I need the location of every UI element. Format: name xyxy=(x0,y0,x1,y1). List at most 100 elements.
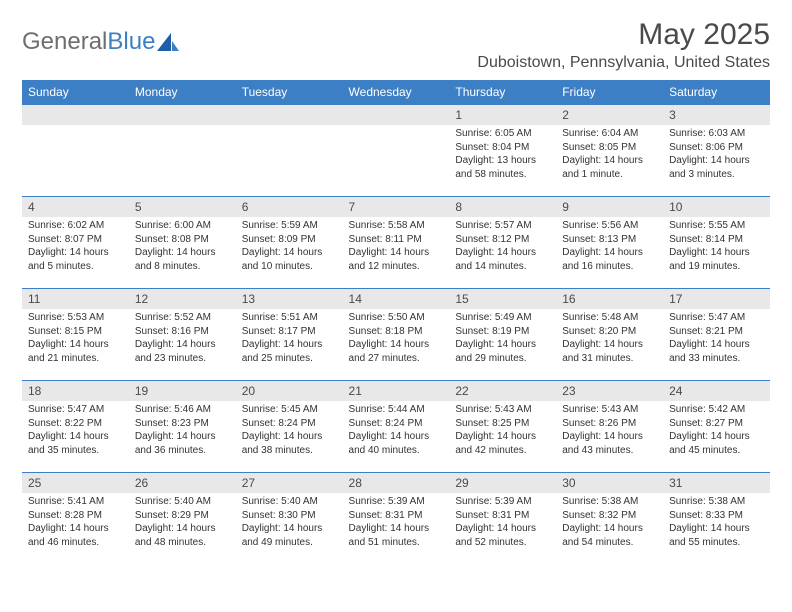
cell-details: Sunrise: 5:43 AMSunset: 8:25 PMDaylight:… xyxy=(449,401,556,461)
daylight-text: Daylight: 14 hours and 51 minutes. xyxy=(349,522,444,549)
sunrise-text: Sunrise: 5:38 AM xyxy=(669,495,764,509)
day-number: 28 xyxy=(343,473,450,493)
cell-details: Sunrise: 5:49 AMSunset: 8:19 PMDaylight:… xyxy=(449,309,556,369)
calendar-table: Sunday Monday Tuesday Wednesday Thursday… xyxy=(22,80,770,565)
day-number: 11 xyxy=(22,289,129,309)
daylight-text: Daylight: 14 hours and 49 minutes. xyxy=(242,522,337,549)
cell-details: Sunrise: 6:05 AMSunset: 8:04 PMDaylight:… xyxy=(449,125,556,185)
day-number: 29 xyxy=(449,473,556,493)
calendar-cell: 11Sunrise: 5:53 AMSunset: 8:15 PMDayligh… xyxy=(22,289,129,381)
calendar-cell: 24Sunrise: 5:42 AMSunset: 8:27 PMDayligh… xyxy=(663,381,770,473)
day-number xyxy=(22,105,129,125)
logo-text-general: General xyxy=(22,28,107,56)
daylight-text: Daylight: 14 hours and 54 minutes. xyxy=(562,522,657,549)
daylight-text: Daylight: 14 hours and 55 minutes. xyxy=(669,522,764,549)
calendar-cell: 9Sunrise: 5:56 AMSunset: 8:13 PMDaylight… xyxy=(556,197,663,289)
cell-details: Sunrise: 5:38 AMSunset: 8:33 PMDaylight:… xyxy=(663,493,770,553)
daylight-text: Daylight: 14 hours and 8 minutes. xyxy=(135,246,230,273)
daylight-text: Daylight: 14 hours and 10 minutes. xyxy=(242,246,337,273)
day-number: 15 xyxy=(449,289,556,309)
day-number xyxy=(129,105,236,125)
cell-details: Sunrise: 5:46 AMSunset: 8:23 PMDaylight:… xyxy=(129,401,236,461)
cell-details: Sunrise: 5:56 AMSunset: 8:13 PMDaylight:… xyxy=(556,217,663,277)
day-number: 2 xyxy=(556,105,663,125)
daylight-text: Daylight: 14 hours and 38 minutes. xyxy=(242,430,337,457)
sunset-text: Sunset: 8:26 PM xyxy=(562,417,657,431)
logo: GeneralBlue xyxy=(22,18,179,56)
daylight-text: Daylight: 14 hours and 16 minutes. xyxy=(562,246,657,273)
sunrise-text: Sunrise: 5:43 AM xyxy=(455,403,550,417)
day-number xyxy=(343,105,450,125)
day-number: 8 xyxy=(449,197,556,217)
day-number: 9 xyxy=(556,197,663,217)
calendar-cell xyxy=(236,105,343,197)
day-number: 24 xyxy=(663,381,770,401)
cell-details: Sunrise: 5:47 AMSunset: 8:21 PMDaylight:… xyxy=(663,309,770,369)
day-number: 1 xyxy=(449,105,556,125)
sunset-text: Sunset: 8:04 PM xyxy=(455,141,550,155)
daylight-text: Daylight: 14 hours and 35 minutes. xyxy=(28,430,123,457)
cell-details: Sunrise: 5:41 AMSunset: 8:28 PMDaylight:… xyxy=(22,493,129,553)
cell-details: Sunrise: 5:43 AMSunset: 8:26 PMDaylight:… xyxy=(556,401,663,461)
calendar-cell: 14Sunrise: 5:50 AMSunset: 8:18 PMDayligh… xyxy=(343,289,450,381)
daylight-text: Daylight: 14 hours and 19 minutes. xyxy=(669,246,764,273)
daylight-text: Daylight: 14 hours and 36 minutes. xyxy=(135,430,230,457)
cell-details: Sunrise: 6:04 AMSunset: 8:05 PMDaylight:… xyxy=(556,125,663,185)
cell-details: Sunrise: 5:51 AMSunset: 8:17 PMDaylight:… xyxy=(236,309,343,369)
sunrise-text: Sunrise: 5:47 AM xyxy=(28,403,123,417)
calendar-cell: 1Sunrise: 6:05 AMSunset: 8:04 PMDaylight… xyxy=(449,105,556,197)
calendar-week-row: 25Sunrise: 5:41 AMSunset: 8:28 PMDayligh… xyxy=(22,473,770,565)
day-header: Saturday xyxy=(663,80,770,105)
day-number: 25 xyxy=(22,473,129,493)
sunrise-text: Sunrise: 5:43 AM xyxy=(562,403,657,417)
daylight-text: Daylight: 14 hours and 12 minutes. xyxy=(349,246,444,273)
calendar-cell: 2Sunrise: 6:04 AMSunset: 8:05 PMDaylight… xyxy=(556,105,663,197)
daylight-text: Daylight: 14 hours and 3 minutes. xyxy=(669,154,764,181)
day-number: 7 xyxy=(343,197,450,217)
sunset-text: Sunset: 8:31 PM xyxy=(349,509,444,523)
sunset-text: Sunset: 8:29 PM xyxy=(135,509,230,523)
sunset-text: Sunset: 8:19 PM xyxy=(455,325,550,339)
daylight-text: Daylight: 14 hours and 31 minutes. xyxy=(562,338,657,365)
day-number: 16 xyxy=(556,289,663,309)
day-number: 4 xyxy=(22,197,129,217)
sunrise-text: Sunrise: 6:05 AM xyxy=(455,127,550,141)
day-number: 14 xyxy=(343,289,450,309)
daylight-text: Daylight: 14 hours and 40 minutes. xyxy=(349,430,444,457)
sunrise-text: Sunrise: 5:56 AM xyxy=(562,219,657,233)
title-block: May 2025 Duboistown, Pennsylvania, Unite… xyxy=(477,18,770,72)
daylight-text: Daylight: 14 hours and 5 minutes. xyxy=(28,246,123,273)
calendar-cell: 25Sunrise: 5:41 AMSunset: 8:28 PMDayligh… xyxy=(22,473,129,565)
cell-details: Sunrise: 5:40 AMSunset: 8:30 PMDaylight:… xyxy=(236,493,343,553)
sunset-text: Sunset: 8:08 PM xyxy=(135,233,230,247)
sunset-text: Sunset: 8:30 PM xyxy=(242,509,337,523)
day-number: 21 xyxy=(343,381,450,401)
calendar-cell: 15Sunrise: 5:49 AMSunset: 8:19 PMDayligh… xyxy=(449,289,556,381)
day-number: 3 xyxy=(663,105,770,125)
cell-details: Sunrise: 5:53 AMSunset: 8:15 PMDaylight:… xyxy=(22,309,129,369)
sunrise-text: Sunrise: 5:42 AM xyxy=(669,403,764,417)
sunrise-text: Sunrise: 5:46 AM xyxy=(135,403,230,417)
calendar-cell xyxy=(129,105,236,197)
day-header: Friday xyxy=(556,80,663,105)
sunrise-text: Sunrise: 5:40 AM xyxy=(135,495,230,509)
sunrise-text: Sunrise: 5:52 AM xyxy=(135,311,230,325)
calendar-week-row: 1Sunrise: 6:05 AMSunset: 8:04 PMDaylight… xyxy=(22,105,770,197)
sunrise-text: Sunrise: 5:53 AM xyxy=(28,311,123,325)
cell-details: Sunrise: 5:39 AMSunset: 8:31 PMDaylight:… xyxy=(449,493,556,553)
day-number: 6 xyxy=(236,197,343,217)
sunset-text: Sunset: 8:11 PM xyxy=(349,233,444,247)
calendar-cell: 21Sunrise: 5:44 AMSunset: 8:24 PMDayligh… xyxy=(343,381,450,473)
day-header-row: Sunday Monday Tuesday Wednesday Thursday… xyxy=(22,80,770,105)
sunset-text: Sunset: 8:17 PM xyxy=(242,325,337,339)
day-number: 5 xyxy=(129,197,236,217)
cell-details: Sunrise: 5:47 AMSunset: 8:22 PMDaylight:… xyxy=(22,401,129,461)
day-number: 31 xyxy=(663,473,770,493)
cell-details: Sunrise: 5:57 AMSunset: 8:12 PMDaylight:… xyxy=(449,217,556,277)
day-number: 23 xyxy=(556,381,663,401)
calendar-cell: 6Sunrise: 5:59 AMSunset: 8:09 PMDaylight… xyxy=(236,197,343,289)
sunrise-text: Sunrise: 5:49 AM xyxy=(455,311,550,325)
logo-sail-icon xyxy=(157,33,179,51)
daylight-text: Daylight: 14 hours and 1 minute. xyxy=(562,154,657,181)
sunrise-text: Sunrise: 5:48 AM xyxy=(562,311,657,325)
